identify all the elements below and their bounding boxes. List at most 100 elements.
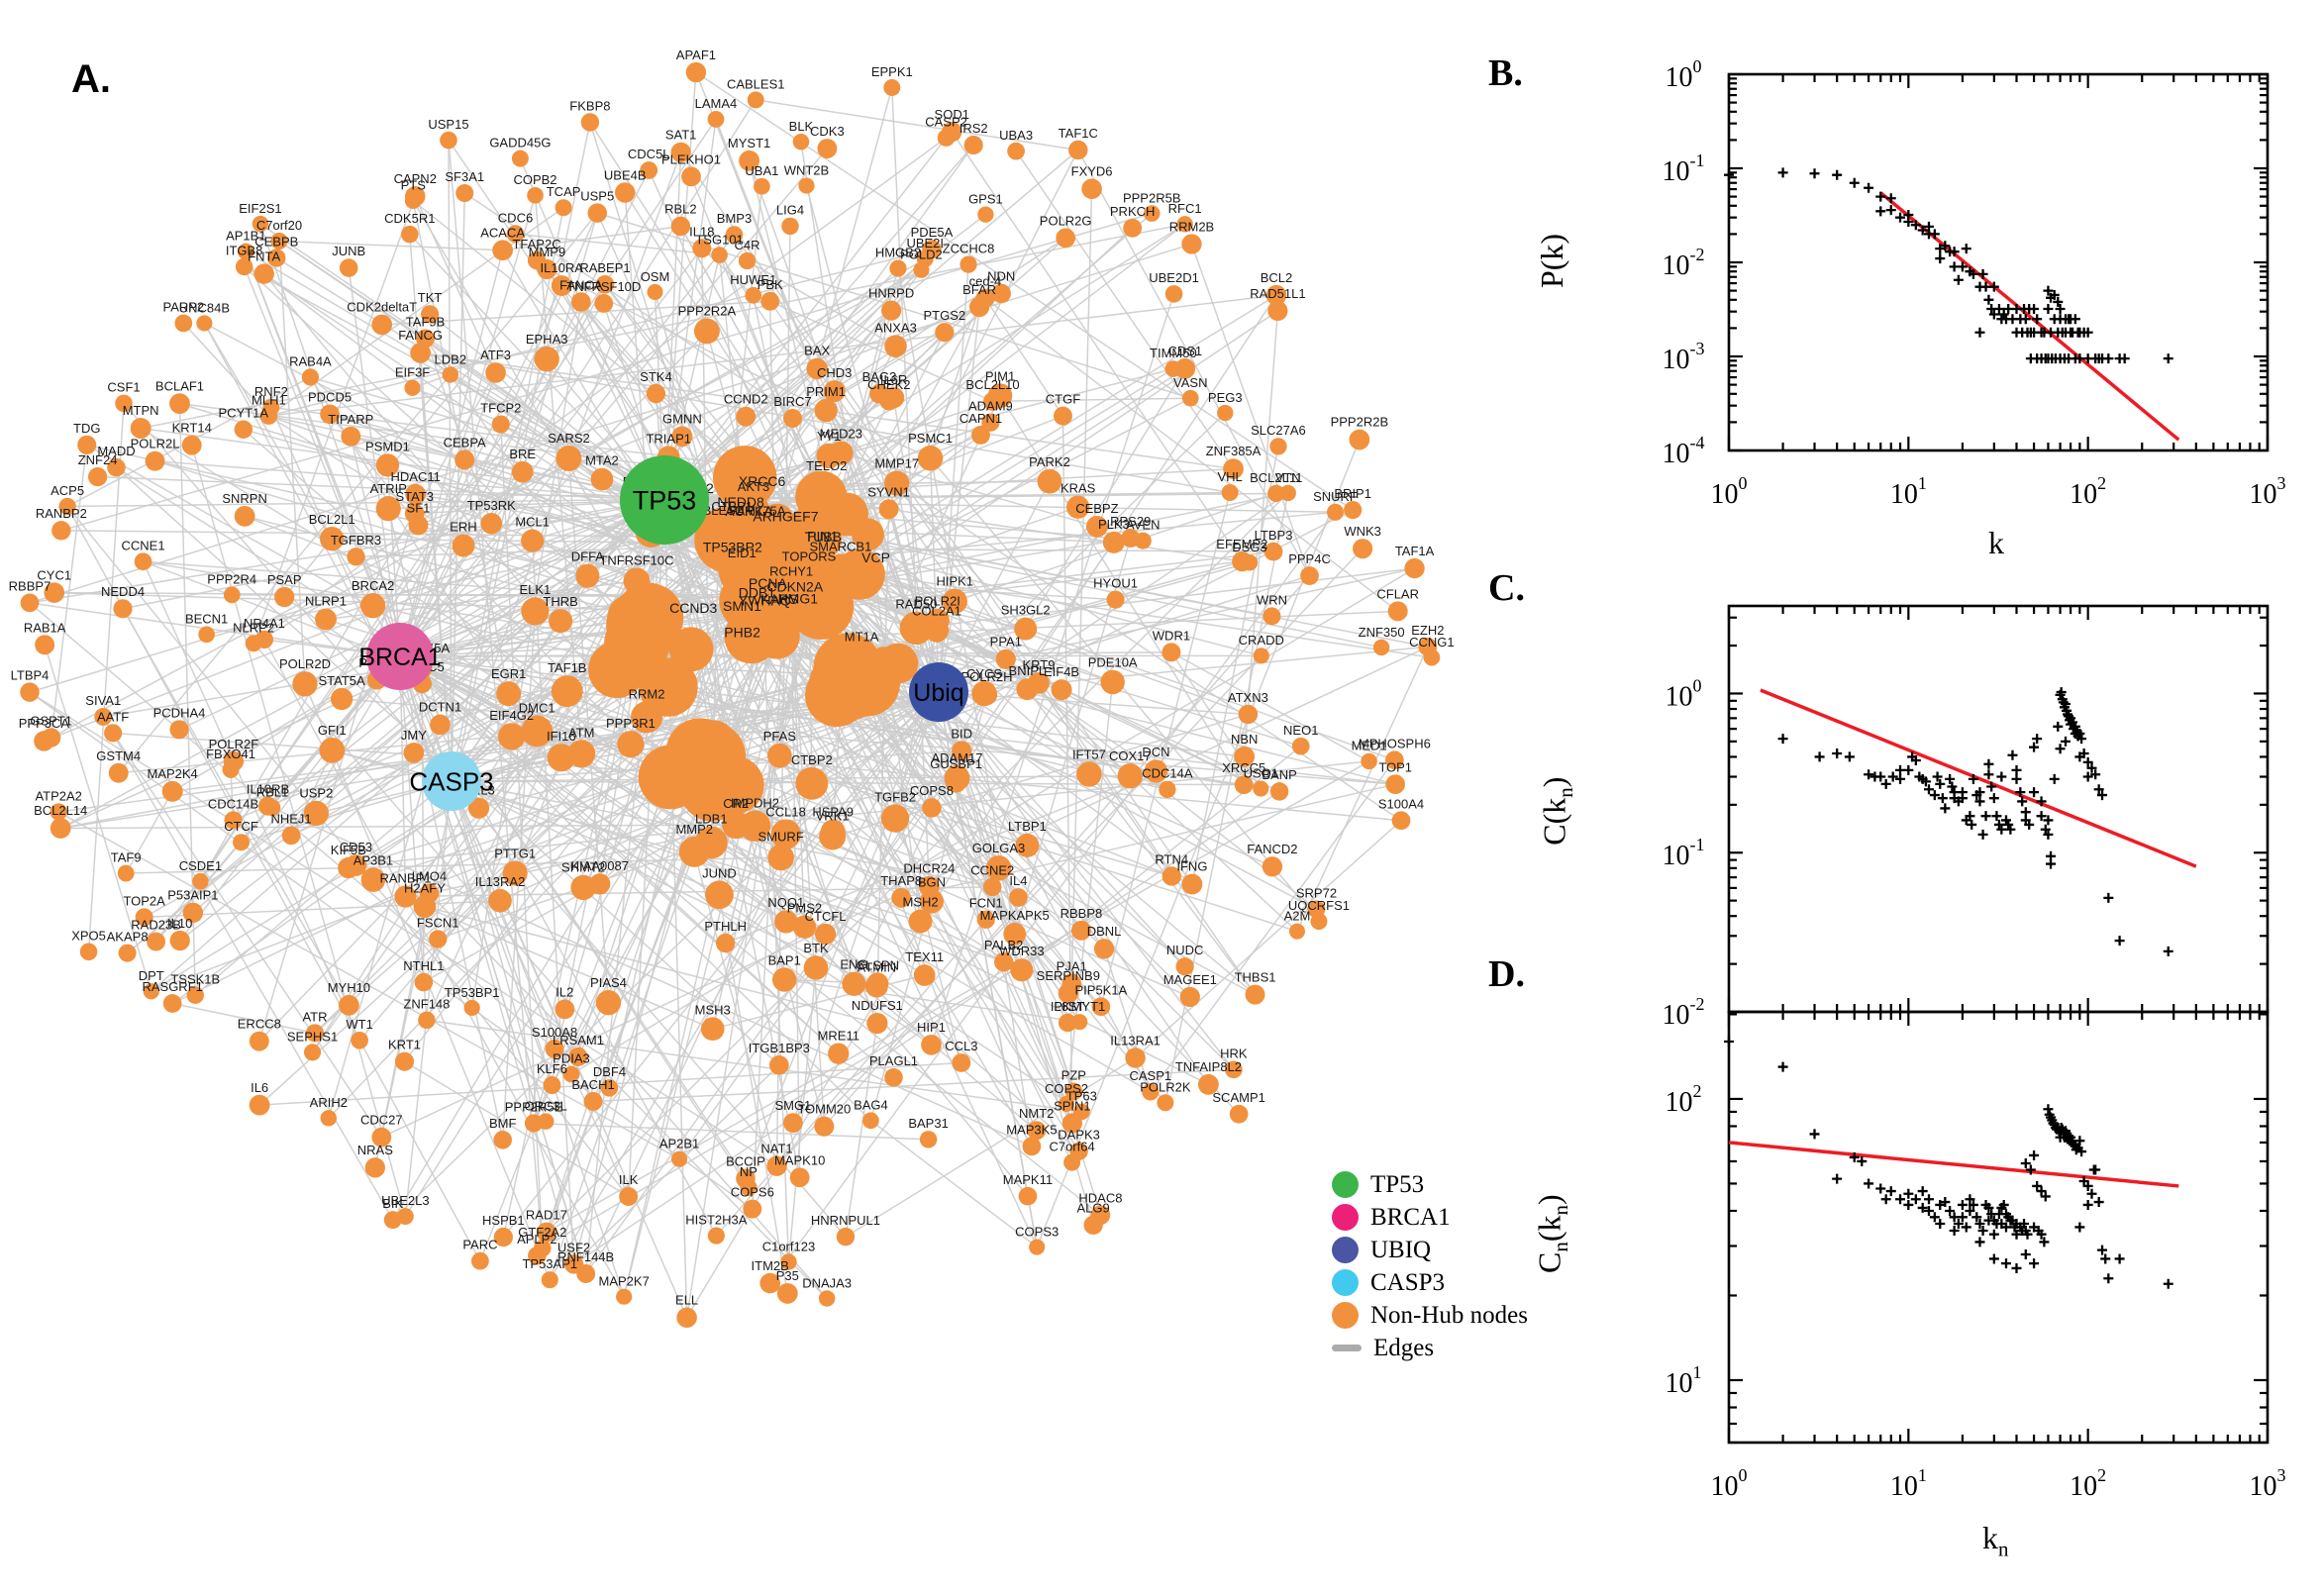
network-node-label: UBA3	[999, 128, 1033, 143]
data-point	[1849, 1151, 1860, 1162]
network-node	[770, 819, 801, 849]
network-node	[405, 186, 426, 207]
network-node-label: SHMT2	[561, 860, 605, 875]
network-edge	[125, 790, 173, 874]
network-node	[339, 258, 358, 277]
network-node-label: MAPK10	[774, 1152, 825, 1167]
network-node-label: CDC14A	[1142, 766, 1193, 781]
network-node-label: GOLGA3	[972, 841, 1025, 855]
network-node-label: ARIH2	[310, 1095, 348, 1110]
network-node-label: P53AIP1	[167, 888, 218, 903]
network-node-label: TCAP	[547, 184, 581, 199]
network-edge	[141, 223, 1185, 430]
network-node-label: C1orf123	[762, 1239, 815, 1253]
network-node-label: MPHOSPH6	[1359, 736, 1431, 750]
network-node	[1007, 142, 1025, 160]
network-node-label: PALB2	[984, 938, 1024, 952]
network-node	[977, 206, 994, 223]
network-node	[305, 1024, 325, 1043]
network-edge	[178, 403, 197, 996]
network-node	[1010, 958, 1034, 982]
network-node-label: LTBP1	[1008, 819, 1047, 834]
network-node	[34, 731, 54, 751]
data-point	[2114, 936, 2125, 947]
network-node	[262, 399, 280, 416]
data-point	[1988, 309, 1999, 320]
network-node-label: NDN	[987, 269, 1015, 284]
network-node-label: ERH	[450, 520, 476, 535]
network-node-label: RAD23B	[131, 918, 181, 933]
data-point	[2029, 1258, 2040, 1269]
data-point	[1885, 1186, 1896, 1197]
network-node-label: POLR2L	[131, 437, 180, 451]
network-node-label: PRKCH	[1110, 204, 1156, 219]
network-node	[480, 512, 503, 535]
network-node-label: LIG4	[776, 203, 804, 218]
network-node-label: ENG	[840, 957, 867, 972]
data-point	[1920, 776, 1931, 787]
data-point	[1980, 811, 1991, 822]
network-node	[418, 1011, 436, 1030]
network-node-label: TNFRSF10C	[599, 552, 673, 567]
network-node-label: TOPORS	[782, 549, 837, 563]
network-edge	[29, 499, 665, 604]
network-edge	[399, 655, 894, 1078]
network-node-label: ALG9	[1077, 1201, 1110, 1216]
network-node-label: H2AFY	[404, 880, 446, 895]
network-node-label: VTN	[1275, 470, 1301, 485]
network-node	[491, 415, 510, 434]
hub-node-brca1	[366, 623, 434, 690]
network-node-label: IL4	[1009, 873, 1027, 888]
ubiq-dot-icon	[1332, 1237, 1359, 1263]
network-node-label: HIPK1	[936, 574, 973, 589]
network-node	[820, 819, 846, 845]
network-node-label: IRS2	[960, 121, 988, 136]
network-node-label: JMY	[401, 728, 427, 743]
network-edge	[984, 297, 1064, 417]
data-point	[1929, 790, 1940, 801]
network-node-label: EIF4G2	[489, 708, 534, 723]
network-node-label: RCHY1	[769, 563, 813, 578]
network-node-label: PTS	[401, 177, 427, 192]
network-node	[747, 91, 764, 109]
data-point	[2000, 1258, 2011, 1269]
network-node-label: BTK	[803, 941, 829, 955]
data-point	[2022, 1229, 2033, 1240]
network-node	[1387, 601, 1408, 622]
data-point	[2082, 771, 2093, 782]
network-node	[224, 811, 243, 830]
network-edge	[787, 967, 817, 1262]
network-edge	[388, 499, 665, 510]
network-node-label: DCN	[1142, 745, 1169, 759]
data-point	[1895, 212, 1906, 223]
network-node-label: SMARCB1	[809, 540, 871, 554]
network-node-label: NBN	[1231, 732, 1258, 747]
network-node	[1061, 973, 1081, 993]
data-point	[2070, 1145, 2081, 1155]
network-node	[1372, 639, 1390, 656]
network-node	[320, 526, 345, 551]
network-node-label: DFFA	[571, 549, 605, 564]
network-node	[889, 259, 907, 277]
network-node-label: USF2	[557, 1240, 590, 1254]
network-node	[169, 393, 190, 415]
network-node	[594, 294, 614, 313]
data-point	[1949, 1226, 1960, 1237]
data-point	[2090, 1164, 2101, 1175]
network-node-label: FANCA	[559, 277, 603, 292]
network-edge	[29, 243, 1192, 604]
data-point	[1974, 1218, 1985, 1229]
network-edge	[351, 436, 665, 501]
network-center-label: TUBB	[805, 529, 842, 545]
network-edge	[311, 499, 665, 1053]
network-node	[345, 854, 367, 876]
network-node-label: BCL2	[1261, 270, 1293, 285]
data-point	[2011, 1262, 2022, 1273]
y-tick-label-10e2: 102	[1666, 1081, 1702, 1118]
data-point	[2003, 819, 2014, 830]
network-node-label: SEPHS1	[287, 1029, 338, 1044]
network-node-label: HDAC11	[391, 469, 441, 484]
network-edge	[179, 655, 401, 942]
network-node-label: IFNG	[1176, 859, 1207, 874]
network-node	[884, 335, 907, 358]
